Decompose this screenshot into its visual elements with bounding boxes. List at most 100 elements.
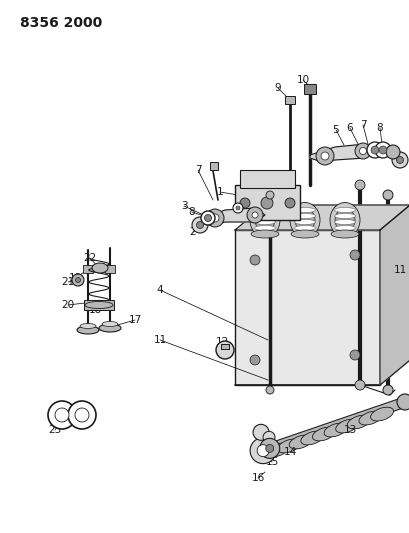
Text: 1: 1: [216, 187, 223, 197]
Text: 8: 8: [188, 207, 195, 217]
Text: 14: 14: [283, 447, 296, 457]
Ellipse shape: [80, 324, 96, 328]
Circle shape: [249, 438, 275, 464]
Circle shape: [385, 145, 399, 159]
Bar: [284, 96, 294, 104]
Text: 18: 18: [88, 305, 101, 315]
Circle shape: [366, 142, 382, 158]
Circle shape: [349, 350, 359, 360]
Bar: [234, 185, 299, 220]
Circle shape: [246, 207, 262, 223]
Ellipse shape: [232, 203, 243, 213]
Bar: [239, 170, 294, 188]
Ellipse shape: [294, 214, 315, 219]
Circle shape: [391, 152, 407, 168]
Text: 19: 19: [68, 273, 81, 283]
Bar: [105, 265, 115, 273]
Polygon shape: [204, 208, 264, 225]
Circle shape: [359, 148, 366, 155]
Text: 5: 5: [332, 125, 339, 135]
Circle shape: [249, 355, 259, 365]
Circle shape: [239, 198, 249, 208]
Circle shape: [382, 190, 392, 200]
Circle shape: [252, 424, 268, 440]
Text: 10: 10: [296, 75, 309, 85]
Ellipse shape: [370, 407, 393, 421]
Text: 5: 5: [234, 213, 241, 223]
Circle shape: [320, 152, 328, 160]
Ellipse shape: [277, 439, 300, 453]
Ellipse shape: [330, 230, 358, 238]
Circle shape: [382, 385, 392, 395]
Text: 23: 23: [48, 425, 61, 435]
Circle shape: [349, 250, 359, 260]
Ellipse shape: [92, 263, 108, 273]
Ellipse shape: [294, 207, 315, 213]
Ellipse shape: [249, 203, 279, 238]
Ellipse shape: [335, 419, 358, 433]
Text: 6: 6: [346, 123, 353, 133]
Text: 22: 22: [83, 253, 97, 263]
Polygon shape: [234, 205, 409, 230]
Ellipse shape: [200, 211, 214, 225]
Circle shape: [265, 386, 273, 394]
Circle shape: [249, 255, 259, 265]
Circle shape: [252, 212, 257, 218]
Text: 4: 4: [156, 285, 163, 295]
Ellipse shape: [329, 203, 359, 238]
Bar: [220, 344, 229, 349]
Ellipse shape: [77, 326, 99, 334]
Circle shape: [216, 341, 234, 359]
Ellipse shape: [334, 220, 355, 224]
Circle shape: [196, 222, 203, 229]
Text: 12: 12: [215, 337, 228, 347]
Text: 8: 8: [376, 123, 382, 133]
Ellipse shape: [265, 443, 288, 457]
Ellipse shape: [312, 427, 335, 441]
Text: 2: 2: [189, 227, 196, 237]
Ellipse shape: [346, 415, 369, 429]
Bar: [84, 300, 114, 310]
Bar: [83, 265, 93, 273]
Circle shape: [68, 401, 96, 429]
Ellipse shape: [334, 208, 354, 231]
Ellipse shape: [294, 220, 315, 224]
Ellipse shape: [300, 431, 323, 445]
Circle shape: [261, 197, 272, 209]
Circle shape: [354, 143, 370, 159]
Ellipse shape: [85, 302, 113, 309]
Ellipse shape: [289, 203, 319, 238]
Circle shape: [75, 278, 80, 282]
Circle shape: [396, 394, 409, 410]
Circle shape: [256, 445, 268, 457]
Circle shape: [315, 147, 333, 165]
Polygon shape: [309, 144, 374, 162]
Circle shape: [55, 408, 69, 422]
Ellipse shape: [334, 207, 355, 213]
Bar: [209, 162, 218, 170]
Text: 7: 7: [194, 165, 201, 175]
Ellipse shape: [294, 225, 315, 230]
Bar: [303, 84, 315, 94]
Ellipse shape: [204, 214, 211, 222]
Text: 3: 3: [180, 201, 187, 211]
Ellipse shape: [236, 206, 239, 210]
Text: 11: 11: [153, 335, 166, 345]
Circle shape: [211, 214, 218, 222]
Circle shape: [75, 408, 89, 422]
Ellipse shape: [102, 321, 118, 327]
Circle shape: [370, 146, 378, 154]
Ellipse shape: [99, 324, 121, 332]
Circle shape: [191, 217, 207, 233]
Ellipse shape: [254, 207, 275, 213]
Ellipse shape: [254, 220, 275, 224]
Circle shape: [263, 431, 274, 443]
Ellipse shape: [254, 208, 274, 231]
Circle shape: [354, 180, 364, 190]
Text: 13: 13: [343, 425, 356, 435]
Ellipse shape: [254, 214, 275, 219]
Circle shape: [205, 209, 223, 227]
Circle shape: [396, 157, 402, 164]
Text: 16: 16: [251, 473, 264, 483]
Text: 20: 20: [61, 300, 74, 310]
